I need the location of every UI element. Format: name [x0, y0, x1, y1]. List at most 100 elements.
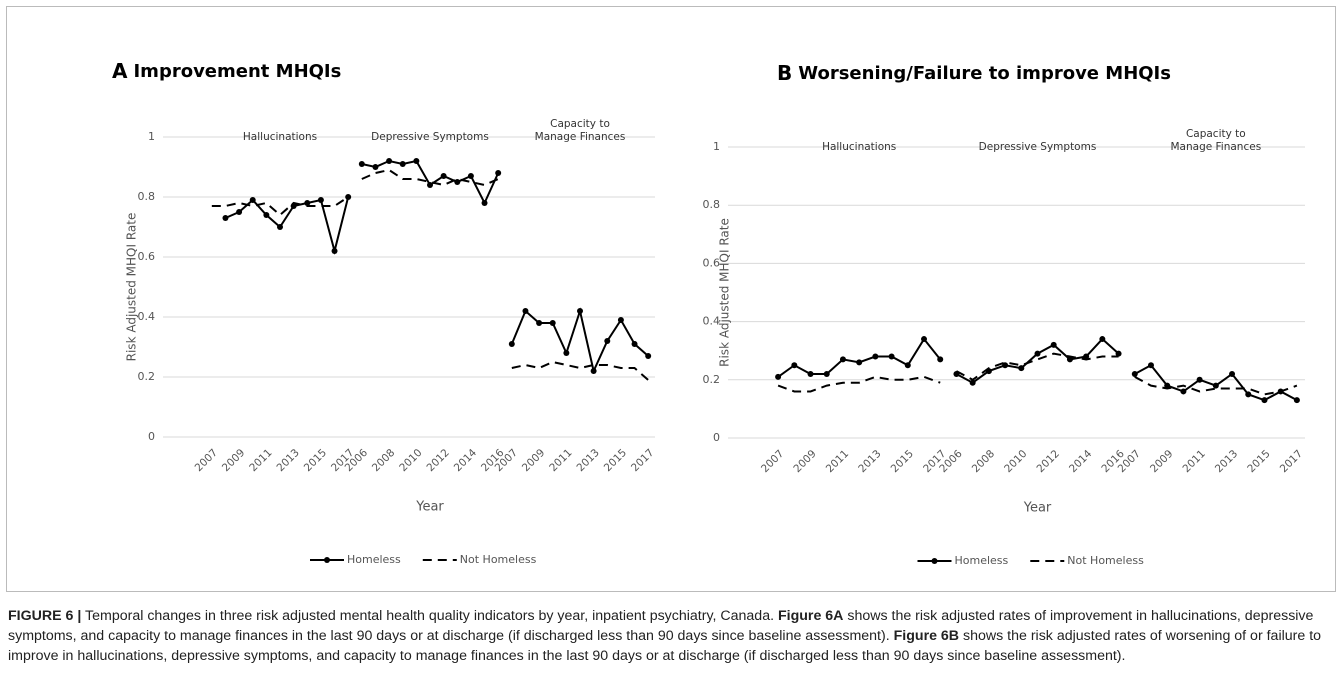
point [249, 197, 256, 203]
series-line [955, 352, 1119, 381]
series-line [211, 196, 349, 217]
point [604, 338, 611, 344]
x-tick-label: 2009 [520, 447, 547, 474]
x-tick-label: 2010 [1002, 448, 1029, 475]
caption-run: shows the risk adjusted rates of worseni… [8, 628, 1322, 664]
point [1131, 370, 1138, 377]
point [888, 353, 895, 360]
caption-run: Figure 6B [893, 628, 960, 644]
x-tick-label: 2011 [824, 448, 851, 475]
y-tick-label: 0 [713, 431, 720, 444]
point [495, 170, 502, 176]
x-axis-label: Year [415, 500, 444, 515]
x-tick-label: 2013 [1213, 448, 1240, 475]
point [577, 308, 583, 314]
series-line [511, 360, 649, 381]
series-line [1134, 376, 1298, 396]
point [236, 209, 243, 215]
chart-title: A Improvement MHQIs [112, 59, 341, 83]
legend-label: Not Homeless [1067, 554, 1144, 567]
x-tick-label: 2009 [791, 448, 818, 475]
group-label: Capacity to [550, 118, 610, 130]
point [427, 182, 433, 188]
x-tick-label: 2009 [1148, 448, 1175, 475]
group-label: Hallucinations [243, 131, 317, 143]
point [1261, 397, 1268, 404]
point [1083, 353, 1090, 360]
point [222, 215, 229, 221]
point [937, 356, 944, 363]
y-tick-label: 0.8 [138, 190, 156, 203]
point [1115, 350, 1122, 357]
point [290, 203, 297, 209]
group-label: Manage Finances [1170, 141, 1261, 153]
series-line [510, 307, 649, 375]
title-text: Worsening/Failure to improve MHQIs [798, 63, 1171, 84]
point [331, 248, 338, 254]
figure-frame [6, 6, 1336, 592]
point [277, 224, 283, 230]
title-text: Improvement MHQIs [133, 61, 341, 82]
y-tick-label: 0 [148, 430, 155, 443]
chart-title: B Worsening/Failure to improve MHQIs [777, 61, 1171, 85]
caption-run: Figure 6A [777, 608, 844, 624]
point [1018, 365, 1025, 372]
legend-label: Homeless [955, 554, 1009, 567]
point [481, 200, 488, 206]
point [1293, 397, 1300, 404]
series-line [225, 196, 350, 255]
y-tick-label: 0.4 [703, 315, 721, 328]
y-tick-label: 1 [713, 140, 720, 153]
x-tick-label: 2013 [856, 448, 883, 475]
group-label: Depressive Symptoms [371, 131, 489, 143]
panel-label: B [777, 61, 792, 85]
x-tick-label: 2014 [452, 447, 480, 475]
group-label: Manage Finances [535, 131, 626, 143]
caption-run: shows the risk adjusted rates of improve… [8, 608, 1314, 644]
point [631, 341, 638, 347]
point [1164, 382, 1171, 389]
point [345, 194, 352, 200]
point [1229, 370, 1236, 377]
point [617, 317, 624, 323]
point [413, 158, 420, 164]
x-tick-label: 2011 [247, 447, 274, 474]
point [1147, 362, 1154, 369]
point [791, 362, 798, 369]
x-tick-label: 2007 [193, 447, 220, 474]
x-tick-label: 2007 [759, 448, 786, 475]
x-tick-label: 2008 [970, 448, 997, 475]
x-tick-label: 2015 [602, 447, 629, 474]
x-tick-label: 2011 [547, 447, 574, 474]
x-tick-label: 2010 [397, 447, 424, 474]
x-tick-label: 2017 [629, 447, 656, 474]
point [1212, 382, 1219, 389]
point [522, 308, 529, 314]
point [304, 200, 311, 206]
group-label: Hallucinations [822, 141, 896, 153]
y-tick-label: 0.4 [138, 310, 156, 323]
point [823, 370, 830, 377]
y-tick-label: 0.8 [703, 198, 721, 211]
point [1050, 341, 1057, 348]
point [358, 161, 365, 167]
point [563, 350, 570, 356]
point [549, 320, 556, 326]
series-line [955, 337, 1120, 384]
point [1066, 356, 1073, 363]
x-tick-label: 2012 [1035, 448, 1062, 475]
x-tick-label: 2014 [1067, 448, 1095, 476]
y-axis-label: Risk Adjusted MHQI Rate [125, 213, 139, 362]
x-tick-label: 2015 [889, 448, 916, 475]
point [317, 197, 324, 203]
x-tick-label: 2008 [370, 447, 397, 474]
series-line [777, 375, 941, 393]
y-axis-label: Risk Adjusted MHQI Rate [718, 218, 732, 367]
x-axis-label: Year [1023, 501, 1052, 516]
point [807, 370, 814, 377]
x-tick-label: 2011 [1180, 448, 1207, 475]
chart-a: A Improvement MHQIs 0 0.2 0.4 0.6 0.8 1 Risk Adj… [112, 59, 656, 567]
point [1099, 336, 1106, 343]
y-tick-label: 0.6 [703, 256, 721, 269]
point [1245, 391, 1252, 398]
